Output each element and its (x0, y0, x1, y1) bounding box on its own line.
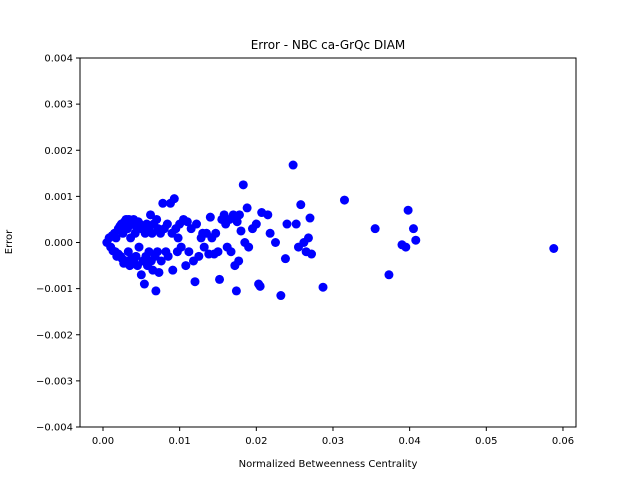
data-point (147, 228, 157, 238)
x-tick-label: 0.03 (322, 436, 344, 447)
data-point (181, 261, 191, 271)
data-point (549, 243, 559, 253)
y-tick-label: 0.002 (44, 146, 73, 157)
data-point (232, 217, 242, 227)
x-tick-label: 0.02 (245, 436, 267, 447)
x-tick-label: 0.00 (92, 436, 114, 447)
chart-title: Error - NBC ca-GrQc DIAM (251, 38, 406, 52)
data-point (270, 238, 280, 247)
data-point (384, 270, 394, 280)
data-point (154, 267, 164, 277)
data-point (152, 247, 162, 257)
data-point (123, 247, 133, 257)
data-point (111, 233, 121, 243)
data-point (318, 282, 328, 292)
data-point (169, 194, 179, 204)
data-point (192, 219, 202, 229)
x-axis-title: Normalized Betweenness Centrality (239, 459, 418, 470)
y-tick-label: 0.004 (44, 54, 73, 65)
data-point (162, 219, 172, 229)
data-point (163, 251, 173, 261)
data-point (152, 214, 162, 224)
data-point (276, 291, 286, 301)
y-tick-label: −0.003 (36, 376, 73, 387)
data-point (411, 235, 421, 245)
data-point (168, 265, 178, 275)
data-point (205, 212, 215, 222)
y-axis: −0.004 −0.003 −0.002 −0.001 0.000 0.001 0.002 0… (36, 54, 80, 434)
data-point (213, 247, 223, 257)
data-point (265, 228, 275, 238)
data-point (146, 210, 156, 220)
data-point (307, 249, 317, 259)
data-point (199, 242, 209, 252)
data-point (305, 213, 315, 223)
data-point (182, 217, 192, 227)
data-point (176, 242, 186, 252)
y-tick-label: −0.002 (36, 330, 73, 341)
x-tick-label: 0.04 (399, 436, 421, 447)
data-point (139, 279, 149, 289)
data-point (288, 160, 298, 170)
data-point (215, 274, 225, 284)
x-tick-label: 0.06 (552, 436, 574, 447)
data-point (151, 286, 161, 296)
data-point (158, 198, 168, 208)
x-tick-label: 0.05 (475, 436, 497, 447)
data-point (242, 203, 252, 213)
data-point (339, 195, 349, 205)
data-point (211, 228, 221, 238)
data-point (234, 210, 244, 220)
y-tick-label: −0.001 (36, 284, 73, 295)
x-tick-label: 0.01 (169, 436, 191, 447)
data-point (280, 254, 290, 264)
data-point (231, 286, 241, 296)
data-point (251, 219, 261, 229)
data-point (234, 256, 244, 266)
data-point (173, 233, 183, 243)
plot-frame (79, 57, 577, 428)
data-point (370, 224, 380, 234)
y-tick-label: −0.004 (36, 423, 73, 434)
y-tick-label: 0.000 (44, 238, 73, 249)
data-point (136, 270, 146, 280)
data-point (303, 233, 313, 243)
data-point (403, 205, 413, 215)
data-point (263, 210, 273, 220)
data-point (226, 247, 236, 257)
y-axis-title: Error (4, 229, 15, 254)
data-point (244, 242, 254, 252)
data-point (401, 242, 411, 252)
y-tick-label: 0.001 (44, 192, 73, 203)
data-point (190, 277, 200, 287)
data-point (144, 247, 154, 257)
x-axis: 0.00 0.01 0.02 0.03 0.04 0.05 0.06 (92, 427, 574, 447)
data-point (238, 180, 248, 190)
data-point (134, 242, 144, 252)
data-point (291, 219, 301, 229)
data-point (282, 219, 292, 229)
data-point (184, 247, 194, 257)
y-tick-label: 0.003 (44, 100, 73, 111)
data-point (131, 251, 141, 261)
data-point (236, 226, 246, 236)
data-point (408, 224, 418, 234)
data-point (255, 281, 265, 291)
data-point (194, 251, 204, 261)
points-layer (102, 160, 559, 301)
data-point (156, 256, 166, 266)
data-point (296, 200, 306, 210)
